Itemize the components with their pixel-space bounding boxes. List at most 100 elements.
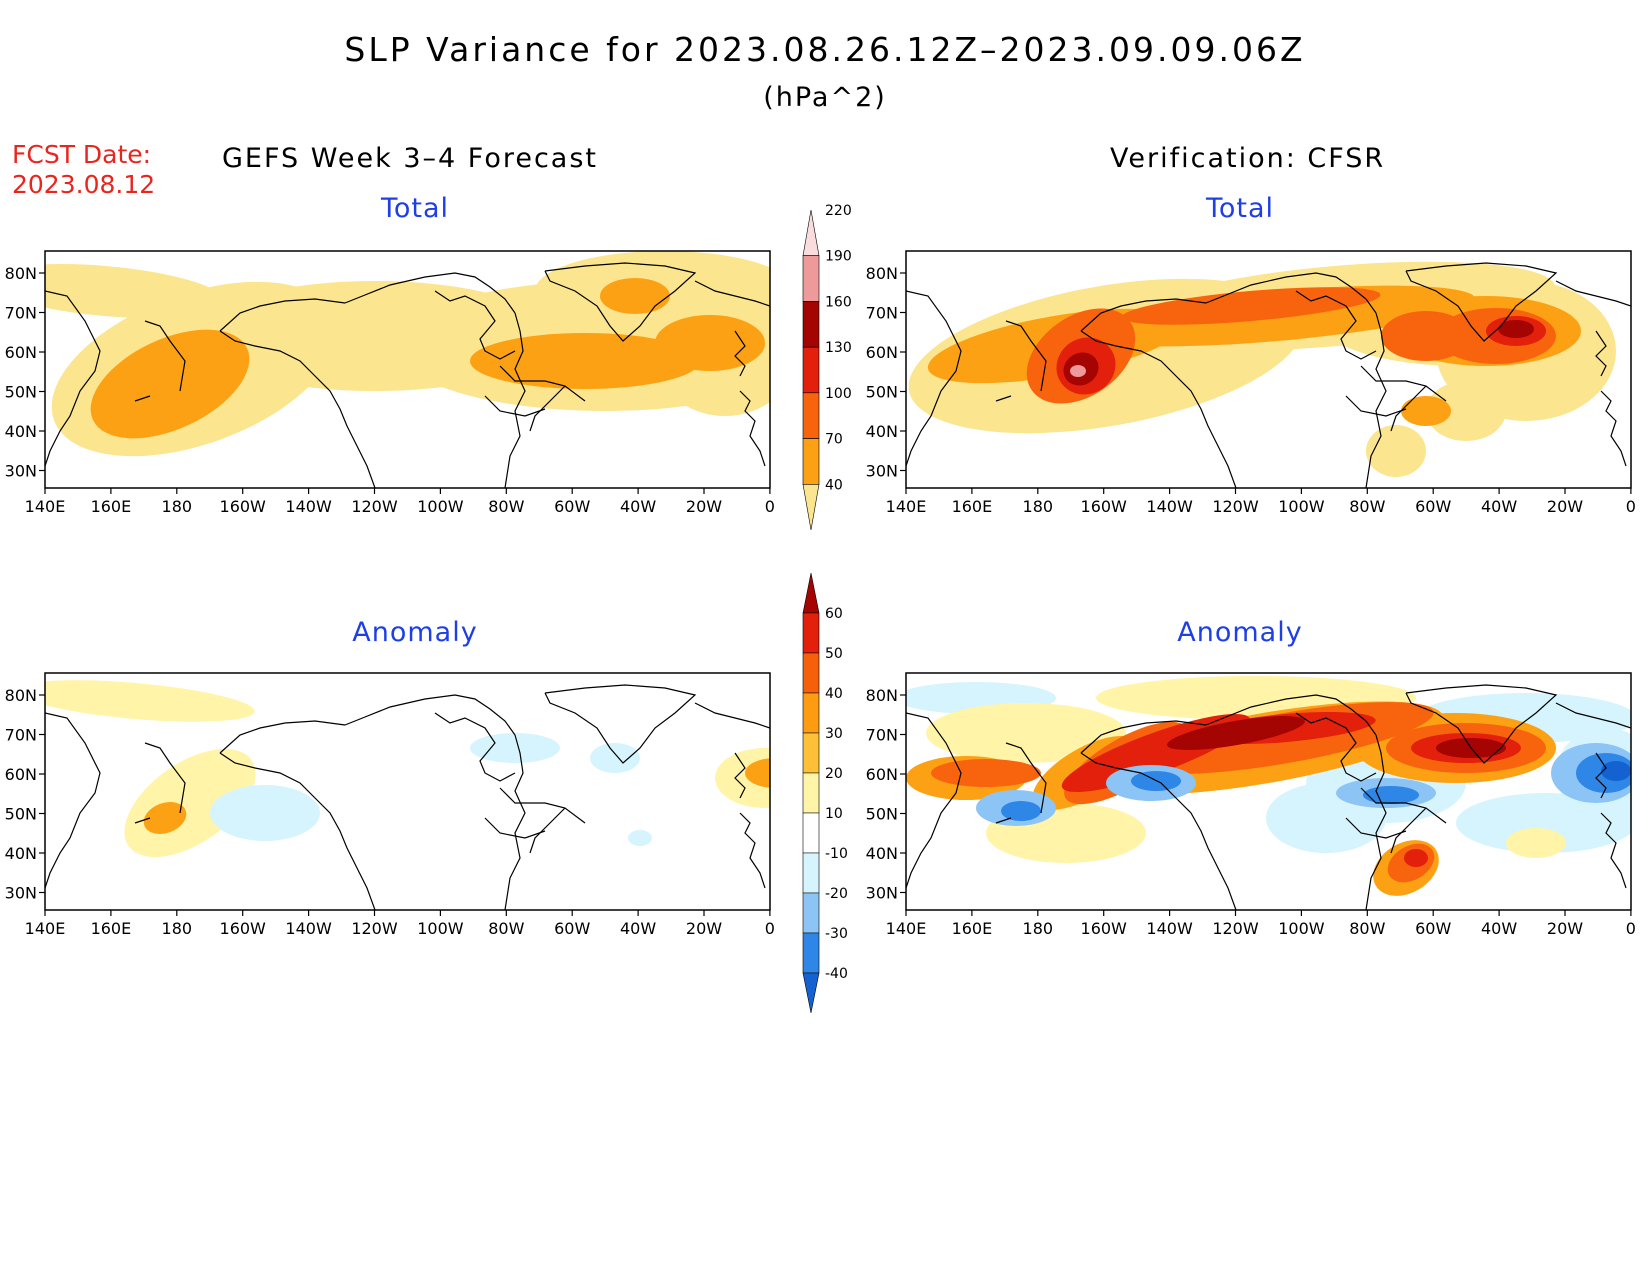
coastline: [45, 712, 101, 889]
colorbar-swatch: [802, 772, 820, 814]
colorbar-label: 50: [825, 646, 843, 662]
lon-tick-label: 160E: [952, 497, 993, 516]
verification-heading: Verification: CFSR: [1110, 143, 1386, 174]
lon-tick-label: 180: [162, 919, 193, 938]
coastline: [1555, 702, 1631, 729]
lon-tick-label: 140E: [25, 919, 66, 938]
coastline: [1600, 390, 1627, 467]
lon-tick-label: 180: [1023, 497, 1054, 516]
lon-tick-label: 180: [162, 497, 193, 516]
panel-title-verification-total: Total: [1205, 193, 1275, 224]
colorbar-swatch: [802, 572, 820, 614]
coastline: [1345, 817, 1407, 839]
lon-tick-label: 160E: [952, 919, 993, 938]
lat-tick-label: 40N: [5, 422, 37, 441]
coastline: [219, 720, 346, 754]
coastline: [995, 395, 1012, 402]
lon-tick-label: 120W: [351, 919, 398, 938]
lon-tick-label: 140W: [1146, 497, 1193, 516]
contour-fill: [926, 703, 1126, 763]
lon-tick-label: 140W: [1146, 919, 1193, 938]
lon-tick-label: 160E: [91, 919, 132, 938]
lon-tick-label: 20W: [686, 919, 722, 938]
coastline: [499, 365, 586, 402]
colorbar-swatch: [802, 392, 820, 439]
contour-fill: [628, 830, 652, 846]
coastline: [1345, 395, 1407, 417]
coastline: [694, 702, 770, 729]
coastline: [906, 290, 962, 467]
map-panel-forecast-total: 80N 70N 60N 50N 40N 30N 140E 160E 180 160W 140W 120…: [5, 250, 775, 516]
colorbar-label: 10: [825, 806, 843, 822]
coastline: [1405, 684, 1558, 764]
lon-tick-label: 80W: [1349, 497, 1385, 516]
coastline: [1080, 752, 1237, 910]
lon-tick-label: 160E: [91, 497, 132, 516]
colorbar-anomaly: -40 -30 -20 -10 10 20 30 40 50 60: [802, 572, 848, 1014]
contour-fill: [470, 333, 700, 389]
map-frame: [44, 250, 771, 489]
coastline: [219, 330, 376, 488]
lat-tick-label: 80N: [5, 264, 37, 283]
contour-fill: [600, 278, 670, 314]
lat-tick-label: 40N: [5, 844, 37, 863]
map-frame: [905, 250, 1632, 489]
lon-tick-label: 140E: [25, 497, 66, 516]
lon-tick-label: 140E: [886, 919, 927, 938]
coastlines: [45, 262, 770, 488]
coastline: [434, 290, 516, 360]
colorbar-label: -30: [825, 926, 848, 942]
shaded-field: [908, 261, 1616, 477]
lat-tick-label: 50N: [866, 383, 898, 402]
lat-tick-label: 80N: [5, 686, 37, 705]
contour-fill: [143, 802, 187, 834]
colorbar-swatch: [802, 612, 820, 654]
coastline: [344, 272, 516, 314]
lon-tick-label: 80W: [488, 497, 524, 516]
fcst-date-label: FCST Date:: [12, 140, 152, 169]
coastline: [434, 712, 516, 782]
shaded-field: [906, 676, 1631, 896]
forecast-heading: GEFS Week 3–4 Forecast: [222, 143, 599, 174]
colorbar-label: -20: [825, 886, 848, 902]
colorbar-label: 160: [825, 294, 852, 310]
lat-tick-label: 50N: [866, 805, 898, 824]
lon-tick-label: 40W: [620, 919, 656, 938]
contour-fill: [1070, 365, 1086, 377]
coastlines: [906, 684, 1631, 910]
contour-fill: [45, 680, 255, 722]
coastline: [529, 385, 566, 432]
contour-fill: [931, 759, 1041, 787]
lon-tick-label: 20W: [686, 497, 722, 516]
contour-fill: [1366, 425, 1426, 477]
colorbar-swatch: [802, 892, 820, 934]
colorbar-label: 130: [825, 340, 852, 356]
lat-tick-label: 60N: [5, 343, 37, 362]
map-panel-forecast-anomaly: 80N 70N 60N 50N 40N 30N 140E 160E 180 160W 140W 120…: [5, 672, 775, 938]
coastline: [504, 312, 526, 488]
colorbar-label: 220: [825, 203, 852, 219]
coastline: [1595, 330, 1607, 377]
lat-tick-label: 60N: [866, 765, 898, 784]
coastline: [1555, 280, 1631, 307]
lon-tick-label: 60W: [1415, 497, 1451, 516]
lon-tick-label: 20W: [1547, 497, 1583, 516]
lon-tick-label: 100W: [417, 497, 464, 516]
coastline: [1600, 812, 1627, 889]
coastline: [1360, 787, 1447, 824]
contour-fill: [655, 315, 765, 371]
coastline: [1405, 262, 1558, 342]
coastline: [995, 817, 1012, 824]
colorbar-total: 40 70 100 130 160 190 220: [802, 203, 852, 531]
lat-tick-label: 70N: [866, 726, 898, 745]
fcst-date-value: 2023.08.12: [12, 170, 156, 199]
contour-fill: [210, 785, 320, 841]
lon-tick-label: 60W: [554, 497, 590, 516]
contour-fill: [1426, 381, 1506, 441]
colorbar-swatch: [802, 812, 820, 854]
shaded-field: [45, 680, 770, 858]
lon-tick-label: 120W: [1212, 919, 1259, 938]
coastline: [499, 787, 586, 824]
colorbar-label: -10: [825, 846, 848, 862]
contour-fill: [1401, 396, 1451, 426]
